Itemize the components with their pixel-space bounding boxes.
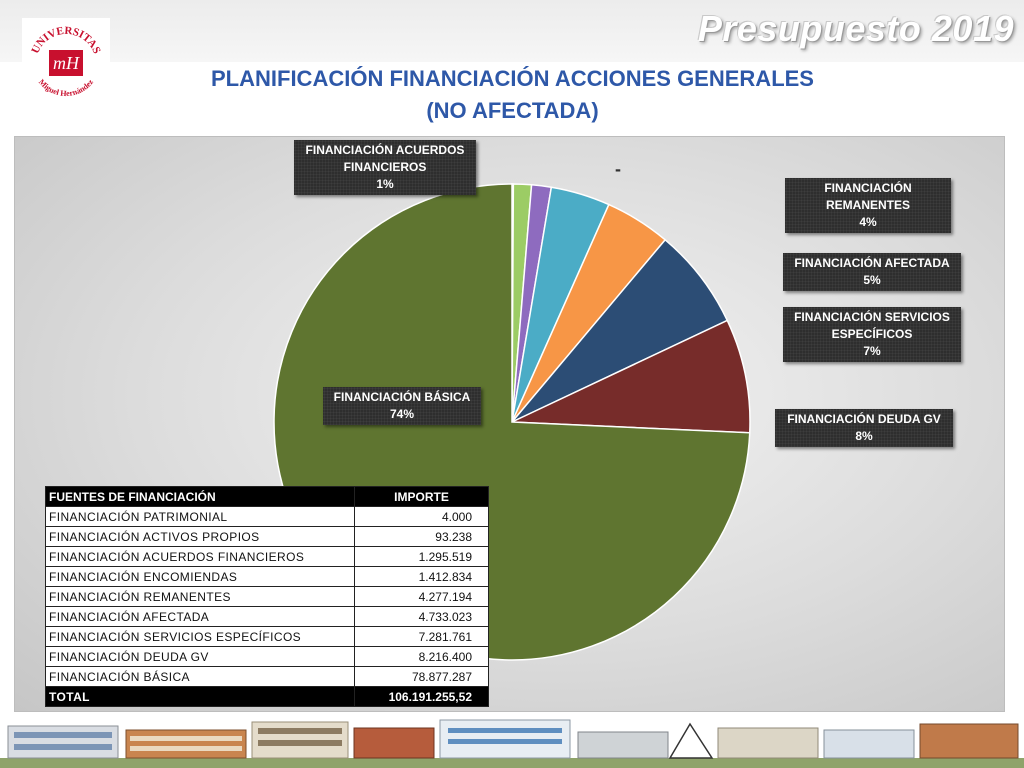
table-cell-source: FINANCIACIÓN ACUERDOS FINANCIEROS — [45, 546, 355, 567]
callout-basica-line1: FINANCIACIÓN BÁSICA — [333, 390, 471, 404]
header-band — [0, 0, 1024, 62]
callout-acuerdos-financieros: FINANCIACIÓN ACUERDOS FINANCIEROS 1% — [294, 140, 476, 195]
callout-acuerdos-line1: FINANCIACIÓN ACUERDOS — [305, 143, 465, 157]
table-cell-amount: 7.281.761 — [354, 626, 489, 647]
callout-servicios-line2: ESPECÍFICOS — [831, 327, 913, 341]
callout-servicios-line1: FINANCIACIÓN SERVICIOS — [794, 310, 950, 324]
table-cell-amount: 4.277.194 — [354, 586, 489, 607]
table-cell-amount: 93.238 — [354, 526, 489, 547]
callout-deuda-gv: FINANCIACIÓN DEUDA GV 8% — [775, 409, 953, 447]
callout-remanentes-line2: REMANENTES — [825, 198, 910, 212]
callout-basica-pct: 74% — [389, 407, 415, 421]
dash-label: - — [615, 159, 621, 179]
callout-afectada-line1: FINANCIACIÓN AFECTADA — [794, 256, 950, 270]
table-header-row: FUENTES DE FINANCIACIÓN IMPORTE — [45, 486, 489, 507]
table-cell-amount: 1.295.519 — [354, 546, 489, 567]
page-title-line2: (NO AFECTADA) — [426, 98, 599, 123]
table-cell-source: FINANCIACIÓN ACTIVOS PROPIOS — [45, 526, 355, 547]
table-cell-source: FINANCIACIÓN BÁSICA — [45, 666, 355, 687]
callout-remanentes-pct: 4% — [859, 215, 877, 229]
table-header-fuentes: FUENTES DE FINANCIACIÓN — [45, 486, 355, 507]
callout-afectada-pct: 5% — [863, 273, 881, 287]
pie-slice-financiaci-n-deuda-gv — [511, 319, 751, 434]
page-title-line1: PLANIFICACIÓN FINANCIACIÓN ACCIONES GENE… — [211, 66, 814, 91]
callout-acuerdos-pct: 1% — [376, 177, 394, 191]
table-cell-amount: 1.412.834 — [354, 566, 489, 587]
callout-servicios-pct: 7% — [863, 344, 881, 358]
buildings-silhouette — [7, 719, 1019, 759]
page-title: PLANIFICACIÓN FINANCIACIÓN ACCIONES GENE… — [150, 63, 875, 127]
table-total-amount: 106.191.255,52 — [354, 686, 489, 707]
table-header-importe: IMPORTE — [354, 486, 489, 507]
table-cell-amount: 4.000 — [354, 506, 489, 527]
table-row: FINANCIACIÓN REMANENTES 4.277.194 — [45, 586, 489, 607]
table-row: FINANCIACIÓN BÁSICA 78.877.287 — [45, 666, 489, 687]
table-cell-source: FINANCIACIÓN SERVICIOS ESPECÍFICOS — [45, 626, 355, 647]
table-total-label: TOTAL — [45, 686, 355, 707]
table-cell-source: FINANCIACIÓN PATRIMONIAL — [45, 506, 355, 527]
table-row: FINANCIACIÓN PATRIMONIAL 4.000 — [45, 506, 489, 527]
table-cell-amount: 78.877.287 — [354, 666, 489, 687]
table-cell-source: FINANCIACIÓN DEUDA GV — [45, 646, 355, 667]
table-cell-amount: 4.733.023 — [354, 606, 489, 627]
callout-basica: FINANCIACIÓN BÁSICA 74% — [323, 387, 481, 425]
table-row: FINANCIACIÓN ACTIVOS PROPIOS 93.238 — [45, 526, 489, 547]
table-total-row: TOTAL 106.191.255,52 — [45, 686, 489, 707]
callout-remanentes-line1: FINANCIACIÓN — [824, 181, 912, 195]
table-cell-amount: 8.216.400 — [354, 646, 489, 667]
logo-mark: mH — [53, 53, 80, 73]
callout-deuda-line1: FINANCIACIÓN DEUDA GV — [787, 412, 941, 426]
table-cell-source: FINANCIACIÓN REMANENTES — [45, 586, 355, 607]
table-cell-source: FINANCIACIÓN ENCOMIENDAS — [45, 566, 355, 587]
callout-servicios-especificos: FINANCIACIÓN SERVICIOS ESPECÍFICOS 7% — [783, 307, 961, 362]
callout-acuerdos-line2: FINANCIEROS — [343, 160, 427, 174]
callout-remanentes: FINANCIACIÓN REMANENTES 4% — [785, 178, 951, 233]
callout-afectada: FINANCIACIÓN AFECTADA 5% — [783, 253, 961, 291]
budget-year-title: Presupuesto 2019 — [697, 8, 1014, 49]
table-row: FINANCIACIÓN DEUDA GV 8.216.400 — [45, 646, 489, 667]
table-row: FINANCIACIÓN ENCOMIENDAS 1.412.834 — [45, 566, 489, 587]
campus-buildings-banner — [0, 712, 1024, 768]
chart-panel: - FINANCIACIÓN ACUERDOS FINANCIEROS 1% F… — [14, 136, 1005, 712]
university-logo: UNIVERSITAS Miguel Hernández mH — [22, 18, 110, 106]
table-row: FINANCIACIÓN AFECTADA 4.733.023 — [45, 606, 489, 627]
callout-deuda-pct: 8% — [855, 429, 873, 443]
table-cell-source: FINANCIACIÓN AFECTADA — [45, 606, 355, 627]
table-row: FINANCIACIÓN SERVICIOS ESPECÍFICOS 7.281.… — [45, 626, 489, 647]
table-row: FINANCIACIÓN ACUERDOS FINANCIEROS 1.295.5… — [45, 546, 489, 567]
funding-sources-table: FUENTES DE FINANCIACIÓN IMPORTE FINANCIA… — [45, 486, 489, 707]
